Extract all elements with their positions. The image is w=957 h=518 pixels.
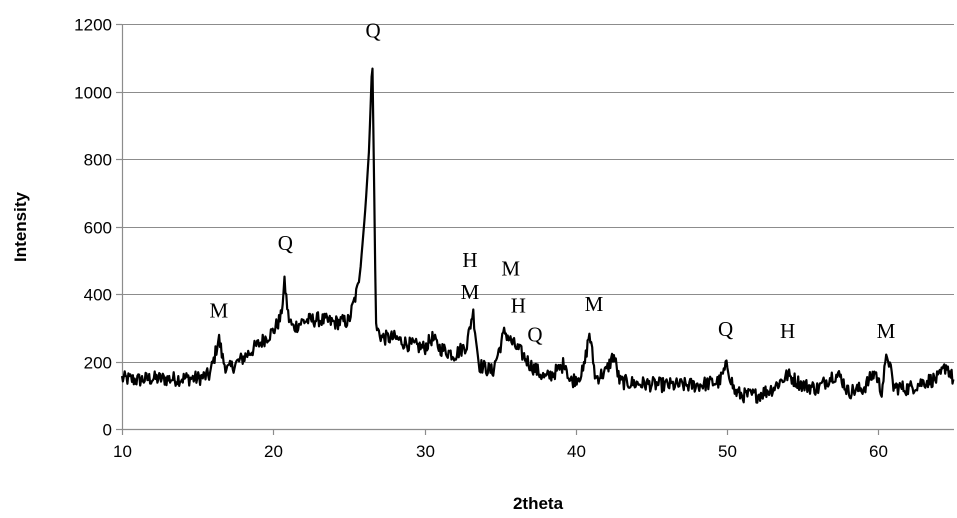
peak-label: M [585,292,604,316]
y-tick-label: 600 [84,219,112,238]
peak-label: H [511,294,526,318]
x-tick-label: 60 [869,442,888,461]
tick-labels: 0 200 400 600 800 1000 1200 10 20 30 40 50 60 [74,16,888,462]
y-tick-label: 800 [84,151,112,170]
x-tick-label: 40 [567,442,586,461]
peak-label: Q [366,19,381,43]
x-tick-label: 30 [416,442,435,461]
xrd-intensity-line [120,67,955,404]
peak-label: M [501,256,520,280]
y-tick-label: 200 [84,354,112,373]
peak-label: H [462,248,477,272]
x-tick-label: 20 [264,442,283,461]
y-tick-label: 1000 [74,84,112,103]
x-axis-title: 2theta [513,494,564,513]
gridlines [122,24,954,363]
axes [116,23,954,435]
y-tick-label: 0 [103,421,112,440]
x-tick-label: 10 [113,442,132,461]
series-layer [120,67,955,404]
y-tick-label: 1200 [74,16,112,35]
peak-label: Q [278,231,293,255]
x-tick-label: 50 [718,442,737,461]
peak-label: M [209,299,228,323]
peak-label: M [877,319,896,343]
peak-label: Q [718,317,733,341]
y-tick-label: 400 [84,286,112,305]
y-axis-title: Intensity [11,192,30,262]
peak-label: Q [527,322,542,346]
peak-label: H [780,319,795,343]
peak-label: M [461,280,480,304]
